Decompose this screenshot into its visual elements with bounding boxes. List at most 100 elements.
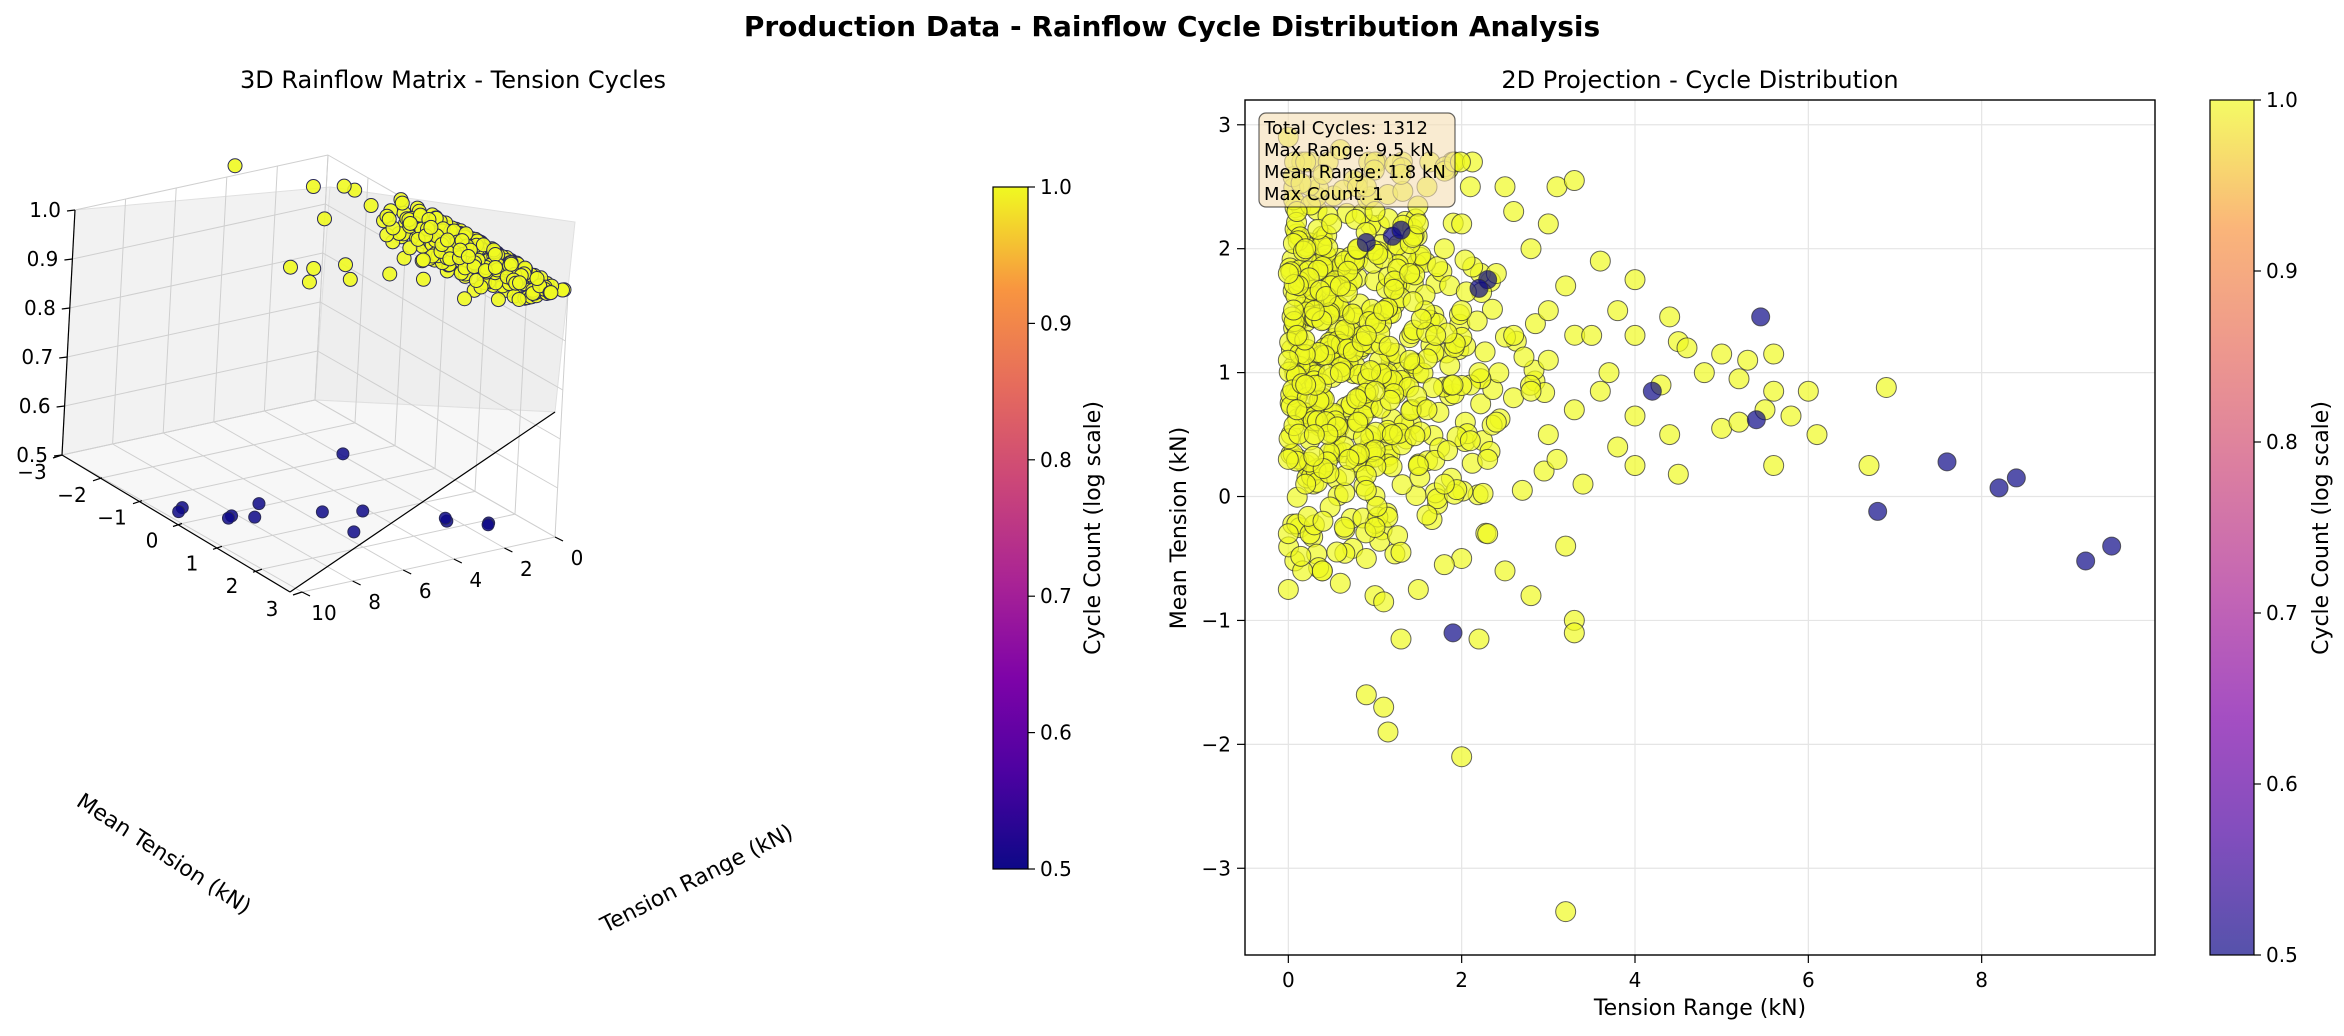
grid-wall-z2 — [314, 399, 556, 538]
point-2d-high-count — [1537, 300, 1559, 322]
x-tick-label-2d: 0 — [1282, 968, 1295, 992]
point-2d-high-count — [1728, 368, 1750, 390]
z-tick-label-3d: 0.5 — [16, 443, 48, 467]
point-2d-high-count — [1355, 479, 1377, 501]
point-2d-low-count — [1989, 478, 2009, 498]
y-tick-label-3d: 3 — [266, 597, 279, 621]
info-box: Total Cycles: 1312 Max Range: 9.5 kN Mea… — [1258, 112, 1456, 208]
point-2d-high-count — [1737, 349, 1759, 371]
chart-3d-xlabel: Tension Range (kN) — [596, 820, 797, 939]
x-tick-3d — [453, 558, 463, 564]
point-2d-high-count — [1433, 238, 1455, 260]
point-2d-high-count — [1286, 324, 1308, 346]
colorbar-tick-label: 0.8 — [2266, 430, 2298, 454]
point-3d-cluster — [503, 256, 519, 272]
chart-3d-rainflow: 3D Rainflow Matrix - Tension Cycles 0 2 4 6… — [16, 66, 797, 939]
colorbar-tick-label: 0.8 — [1040, 448, 1072, 472]
point-3d-cluster — [381, 211, 397, 227]
point-2d-cluster — [1466, 310, 1488, 332]
point-3d-cluster — [394, 195, 410, 211]
point-3d-low-count — [347, 525, 361, 539]
colorbar-tick-label: 1.0 — [1040, 175, 1072, 199]
point-2d-high-count — [1494, 176, 1516, 198]
x-tick-label-2d: 4 — [1629, 968, 1642, 992]
point-2d-low-count — [2076, 551, 2096, 571]
y-tick-label-3d: −3 — [17, 460, 46, 484]
point-2d-high-count — [1780, 405, 1802, 427]
point-3d-cluster — [460, 249, 476, 265]
point-2d-high-count — [1693, 362, 1715, 384]
colorbar-tick-label: 0.9 — [2266, 259, 2298, 283]
chart-2d-projection: 2D Projection - Cycle Distribution 0 2 4 6 8… — [1167, 66, 2156, 1021]
colorbar-tick-label: 0.9 — [1040, 311, 1072, 335]
colorbar-2d-gradient — [2209, 99, 2255, 956]
x-tick-3d — [554, 536, 564, 542]
point-2d-high-count — [1598, 362, 1620, 384]
point-2d-high-count — [1624, 405, 1646, 427]
point-2d-high-count — [1607, 300, 1629, 322]
point-2d-high-count — [1563, 170, 1585, 192]
point-2d-high-count — [1451, 746, 1473, 768]
z-tick-3d — [61, 307, 70, 310]
info-mean-range: Mean Range: 1.8 kN — [1264, 162, 1446, 183]
grid-wall-z — [72, 203, 326, 260]
point-2d-cluster — [1378, 335, 1400, 357]
point-2d-high-count — [1295, 238, 1317, 260]
chart-2d-ylabel: Mean Tension (kN) — [1167, 427, 1192, 629]
point-2d-high-count — [1451, 213, 1473, 235]
point-2d-high-count — [1451, 300, 1473, 322]
point-2d-high-count — [1286, 399, 1308, 421]
point-3d-cluster — [490, 292, 506, 308]
point-2d-high-count — [1407, 578, 1429, 600]
point-2d-cluster — [1513, 346, 1535, 368]
point-2d-high-count — [1520, 238, 1542, 260]
point-2d-high-count — [1624, 324, 1646, 346]
y-tick-3d — [172, 522, 183, 528]
point-2d-high-count — [1563, 399, 1585, 421]
z-tick-label-3d: 0.9 — [27, 247, 59, 271]
point-2d-high-count — [1442, 374, 1464, 396]
point-2d-cluster — [1290, 545, 1312, 567]
grid-floor-y — [301, 536, 556, 593]
point-3d-high-count — [306, 260, 322, 276]
point-2d-high-count — [1390, 541, 1412, 563]
grid-wall-y — [314, 154, 329, 401]
point-2d-cluster — [1472, 482, 1494, 504]
point-3d-low-count — [221, 511, 235, 525]
point-3d-high-count — [317, 211, 333, 227]
point-2d-high-count — [1377, 721, 1399, 743]
point-2d-high-count — [1503, 324, 1525, 346]
point-2d-low-count — [1751, 307, 1771, 327]
point-2d-high-count — [1277, 448, 1299, 470]
z-axis-line-3d — [61, 209, 76, 456]
grid-wall-z — [64, 350, 318, 407]
point-2d-low-count — [1356, 233, 1376, 252]
point-2d-high-count — [1433, 473, 1455, 495]
point-2d-high-count — [1667, 463, 1689, 485]
y-tick-label-2d: 0 — [1218, 485, 1231, 509]
chart-2d-xlabel: Tension Range (kN) — [1593, 996, 1806, 1021]
point-2d-low-count — [1469, 278, 1489, 298]
point-2d-high-count — [1329, 572, 1351, 594]
y-tick-label-3d: 2 — [226, 574, 239, 598]
point-2d-high-count — [1277, 578, 1299, 600]
point-2d-high-count — [1659, 306, 1681, 328]
point-2d-high-count — [1589, 250, 1611, 272]
x-tick-label-2d: 2 — [1455, 968, 1468, 992]
point-2d-high-count — [1381, 424, 1403, 446]
y-tick-label-3d: −2 — [57, 483, 86, 507]
point-2d-high-count — [1607, 436, 1629, 458]
point-2d-high-count — [1338, 448, 1360, 470]
y-tick-label-2d: 1 — [1218, 361, 1231, 385]
point-2d-high-count — [1303, 424, 1325, 446]
point-2d-cluster — [1524, 313, 1546, 335]
point-2d-high-count — [1399, 262, 1421, 284]
colorbar-3d: 0.5 0.6 0.7 0.8 0.9 1.0 Cycle Count (log scal… — [992, 175, 1106, 881]
point-2d-cluster — [1404, 425, 1426, 447]
grid-wall-x — [162, 187, 177, 434]
point-2d-cluster — [1360, 360, 1382, 382]
colorbar-2d-ticks: 0.5 0.6 0.7 0.8 0.9 1.0 — [2254, 88, 2298, 967]
grid-floor-y — [261, 513, 516, 570]
point-2d-high-count — [1494, 560, 1516, 582]
point-3d-low-count — [252, 497, 266, 511]
